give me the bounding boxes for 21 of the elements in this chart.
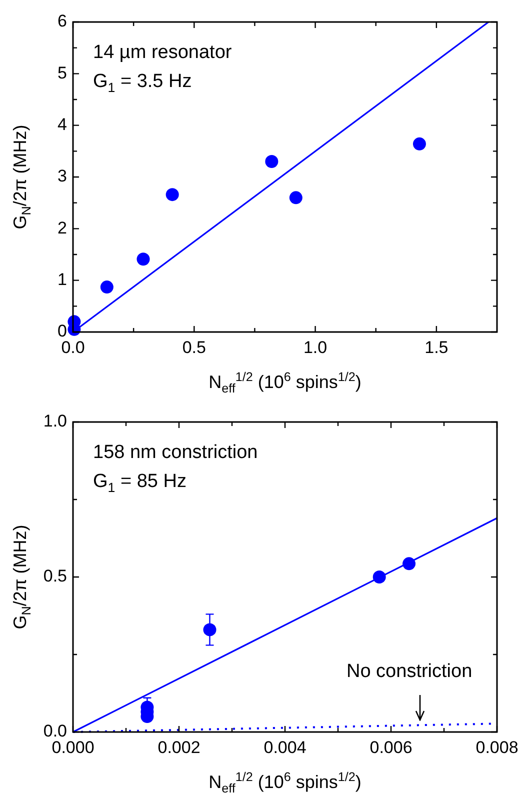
y-tick-label: 4 [58,115,67,134]
y-axis-title: GN/2π (MHz) [10,524,34,630]
y-tick-label: 6 [58,12,67,31]
x-tick-label: 0.008 [476,738,518,757]
y-tick-label: 1 [58,270,67,290]
x-tick-label: 0.006 [370,738,412,757]
x-tick-label: 0.004 [264,738,306,757]
y-tick-label: 1.0 [43,412,67,431]
y-tick-label: 5 [58,63,67,82]
x-tick-label: 0.002 [158,738,200,757]
y-tick-label: 3 [58,166,67,186]
annotation: 158 nm constriction [93,442,258,463]
y-tick-label: 0.5 [43,566,67,586]
y-axis-title: GN/2π (MHz) [10,124,34,230]
y-tick-label: 2 [58,218,67,238]
x-tick-label: 0.5 [182,338,206,357]
x-tick-label: 1.0 [303,338,328,357]
y-tick-label: 0 [58,322,67,341]
x-tick-label: 1.5 [424,338,448,357]
annotation: 14 µm resonator [93,42,232,63]
annotation: No constriction [346,661,472,682]
